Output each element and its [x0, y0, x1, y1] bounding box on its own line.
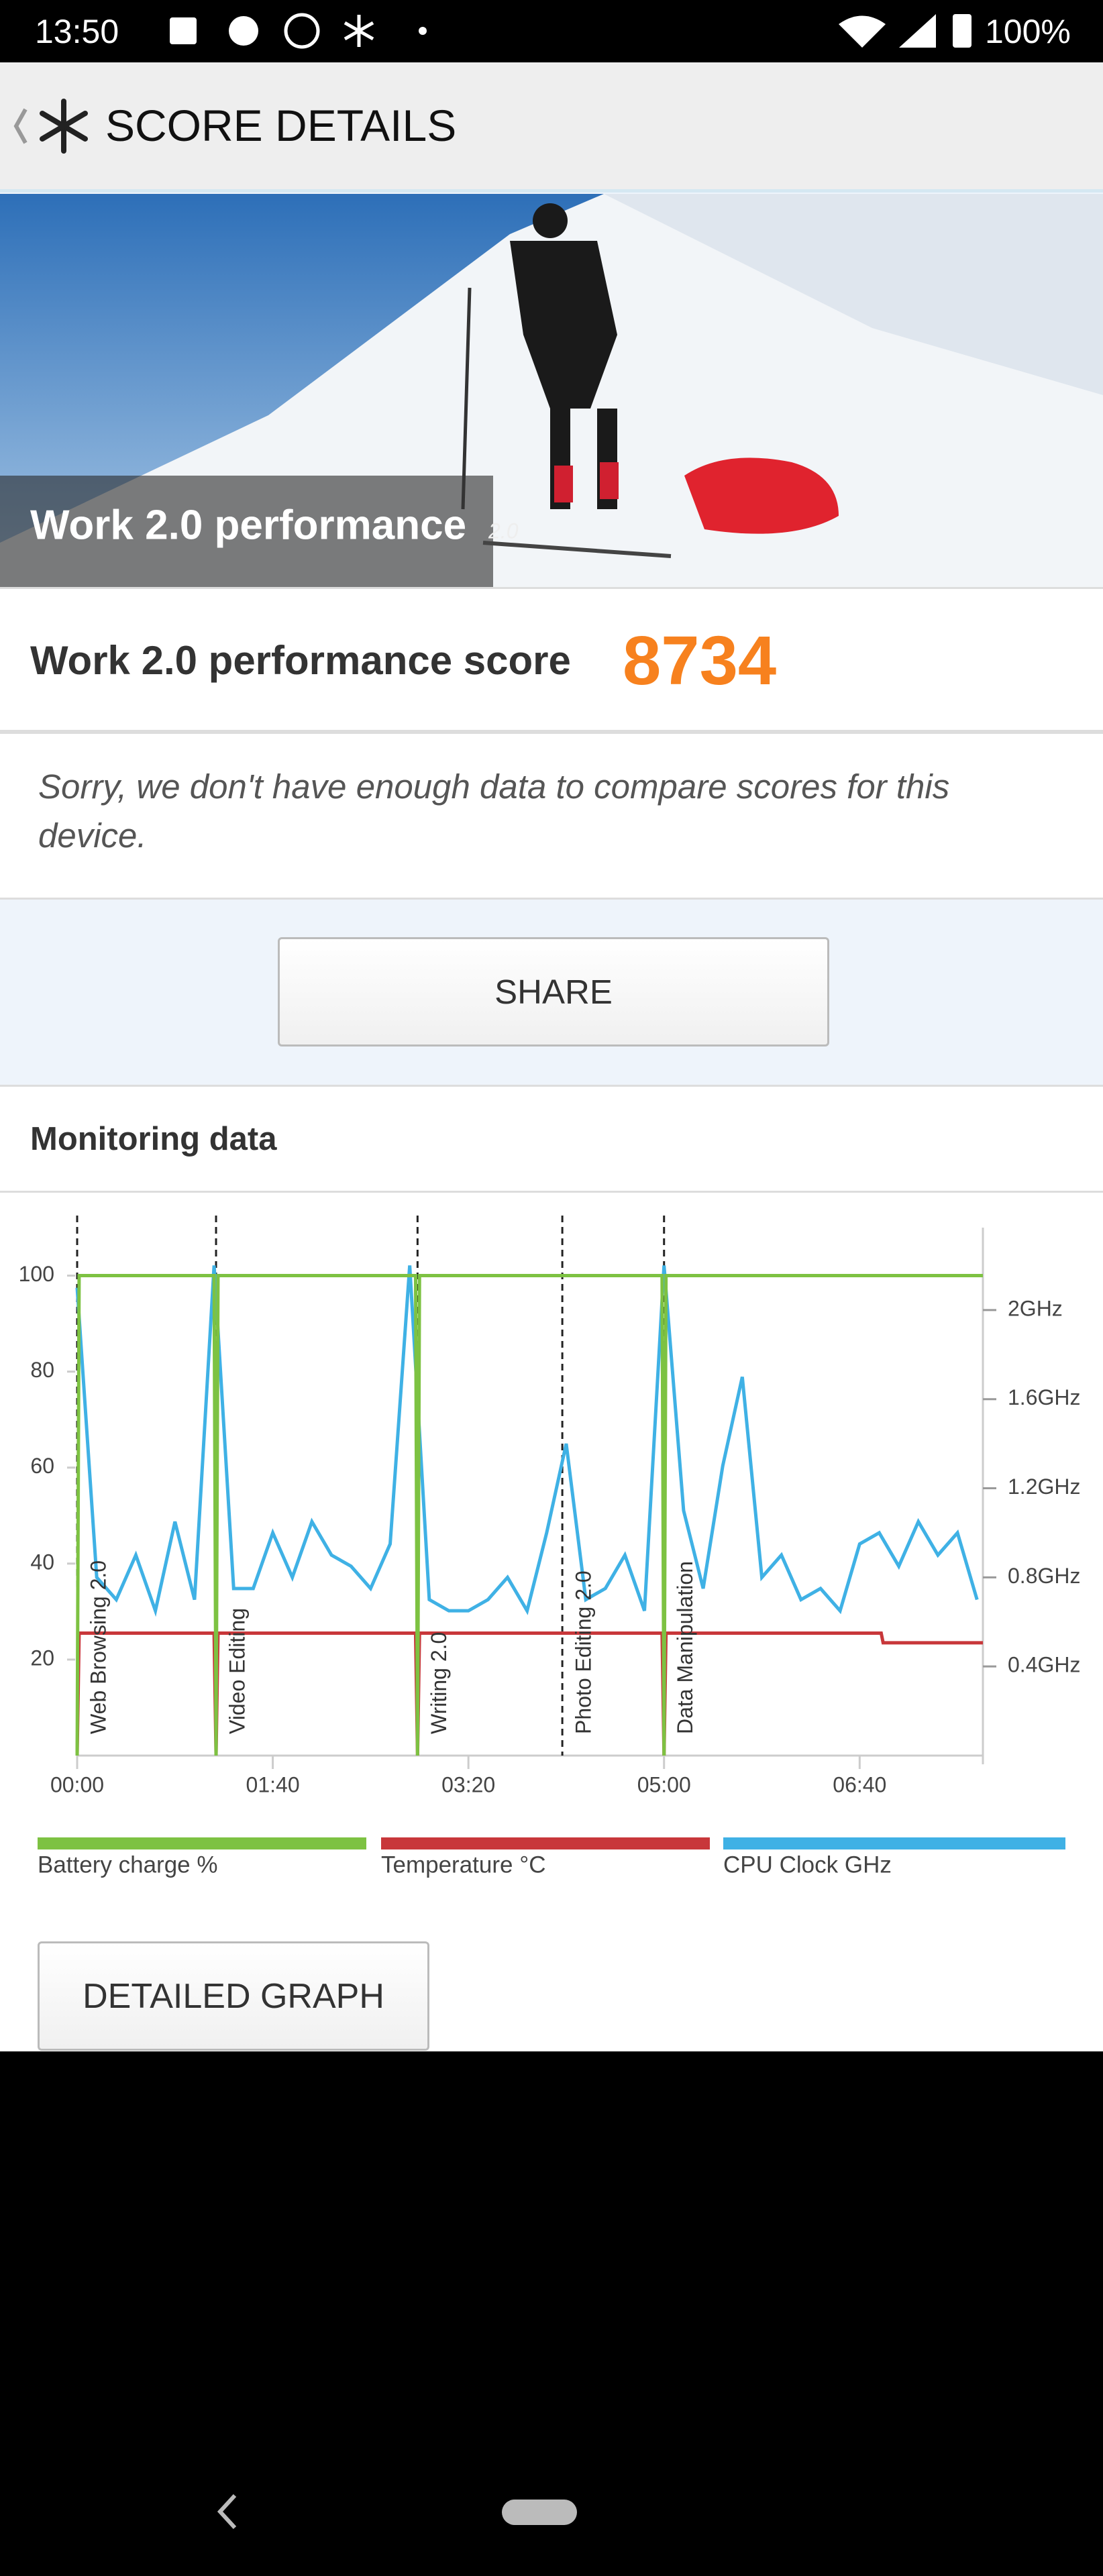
back-logo[interactable]	[7, 96, 101, 156]
legend-swatch	[381, 1837, 710, 1849]
monitoring-chart: 20 40 60 80 100 0.4GHz 0.8GHz 1.2GHz 1.6GHz 2GHz 0…	[19, 1216, 1080, 1878]
event-label: Photo Editing 2.0	[572, 1570, 596, 1734]
nav-bar	[217, 2493, 577, 2530]
monitoring-card: Monitoring data DETAILED GRAPH	[0, 1085, 1103, 2051]
y-tick-label: 40	[30, 1550, 54, 1574]
event-label: Writing 2.0	[427, 1632, 451, 1734]
y2-tick-label: 0.4GHz	[1008, 1653, 1080, 1677]
series-line	[75, 1274, 983, 1756]
x-tick-label: 06:40	[833, 1772, 886, 1796]
score-label: Work 2.0 performance score	[30, 638, 571, 683]
y-tick-label: 20	[30, 1646, 54, 1670]
y-tick-label: 80	[30, 1358, 54, 1382]
system-icons	[839, 14, 971, 48]
status-bar: 13:50 100%	[0, 0, 1103, 62]
x-tick-label: 03:20	[441, 1772, 495, 1796]
series-line	[75, 1265, 979, 1617]
legend-label: Battery charge %	[38, 1851, 217, 1878]
divider	[0, 1191, 1103, 1193]
x-tick-label: 05:00	[637, 1772, 691, 1796]
legend-swatch	[723, 1837, 1065, 1849]
y2-tick-label: 1.2GHz	[1008, 1474, 1080, 1499]
score-card: Work 2.0 performance score 8734	[0, 587, 1103, 732]
score-value: 8734	[623, 622, 777, 699]
legend-label: Temperature °C	[381, 1851, 545, 1878]
y-tick-label: 60	[30, 1454, 54, 1478]
y-tick-label: 100	[19, 1262, 54, 1286]
legend-swatch	[38, 1837, 366, 1849]
nav-back[interactable]	[217, 2493, 237, 2530]
detailed-graph-button[interactable]: DETAILED GRAPH	[38, 1941, 429, 2051]
clock: 13:50	[35, 13, 119, 50]
series-line	[75, 1631, 983, 1756]
nav-home[interactable]	[502, 2500, 577, 2525]
event-label: Data Manipulation	[673, 1561, 697, 1734]
x-tick-label: 01:40	[246, 1772, 300, 1796]
share-button[interactable]: SHARE	[278, 937, 829, 1046]
battery-percent: 100%	[985, 13, 1071, 50]
legend-label: CPU Clock GHz	[723, 1851, 892, 1878]
banner-version: 2.0	[488, 519, 519, 543]
y2-tick-label: 1.6GHz	[1008, 1385, 1080, 1409]
message-card: Sorry, we don't have enough data to comp…	[0, 732, 1103, 900]
monitoring-title: Monitoring data	[30, 1121, 277, 1157]
event-label: Web Browsing 2.0	[86, 1560, 110, 1734]
app-header: SCORE DETAILS	[0, 62, 1103, 193]
header-title: SCORE DETAILS	[105, 101, 457, 150]
event-label: Video Editing	[225, 1608, 249, 1734]
banner-image: Work 2.0 performance 2.0	[0, 194, 1103, 587]
x-tick-label: 00:00	[50, 1772, 104, 1796]
y2-tick-label: 2GHz	[1008, 1296, 1063, 1320]
status-icons	[170, 13, 427, 49]
y2-tick-label: 0.8GHz	[1008, 1564, 1080, 1588]
compare-message: Sorry, we don't have enough data to comp…	[38, 767, 950, 855]
banner-title: Work 2.0 performance	[30, 502, 466, 548]
